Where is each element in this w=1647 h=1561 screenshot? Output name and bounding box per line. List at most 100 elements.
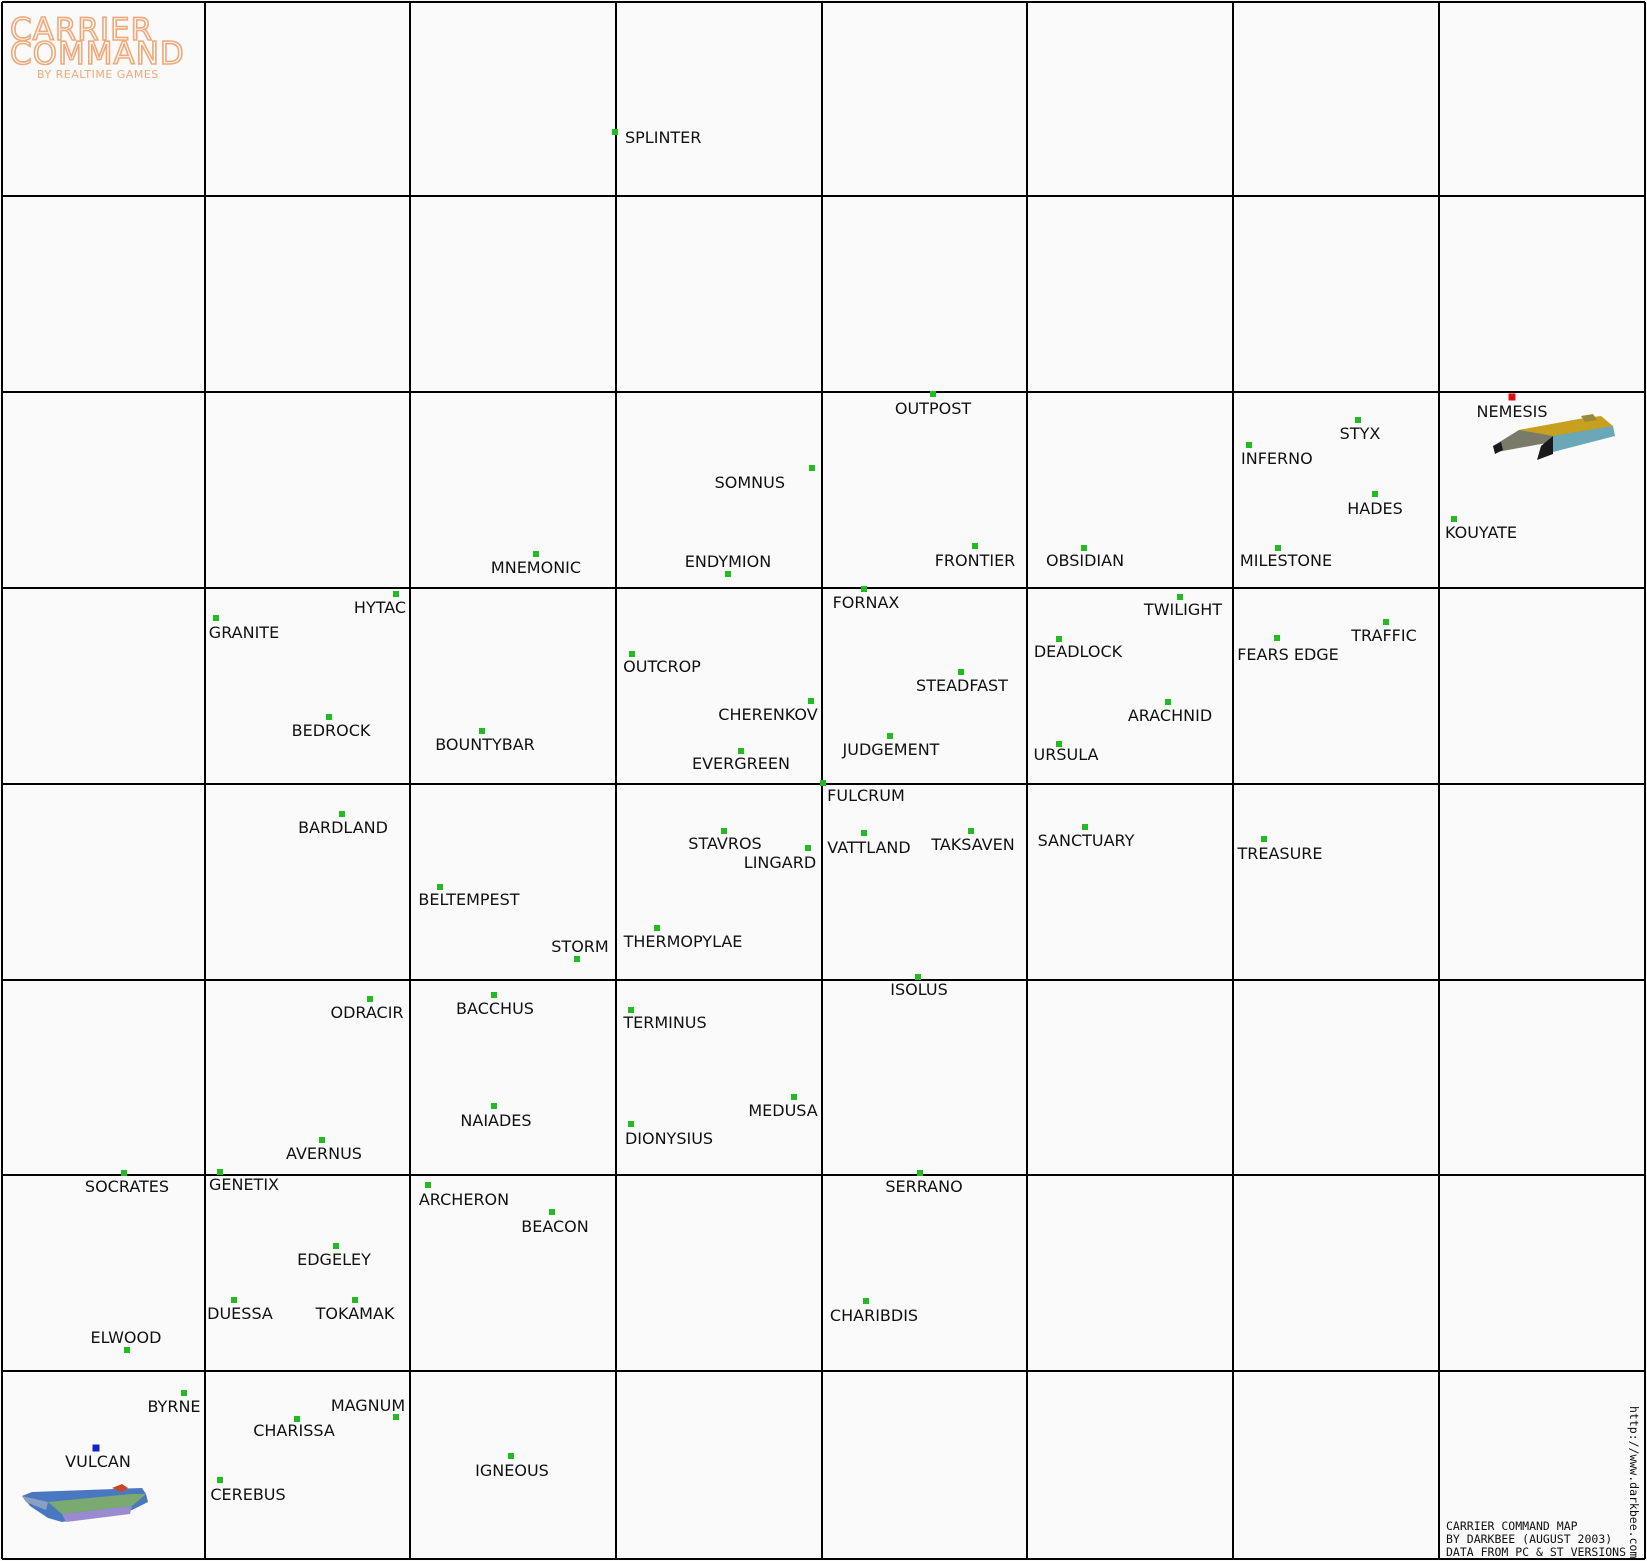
island-marker <box>549 1209 555 1215</box>
island-label: IGNEOUS <box>475 1461 549 1480</box>
island-steadfast: STEADFAST <box>916 669 1008 695</box>
island-marker <box>437 884 443 890</box>
island-marker <box>367 996 373 1002</box>
island-label: CHERENKOV <box>718 705 817 724</box>
island-marker <box>319 1137 325 1143</box>
island-byrne: BYRNE <box>147 1390 201 1416</box>
island-marker <box>1451 516 1457 522</box>
island-label: ISOLUS <box>890 980 947 999</box>
logo-subtitle: BY REALTIME GAMES <box>37 68 159 81</box>
island-label: FULCRUM <box>827 786 905 805</box>
island-label: MEDUSA <box>748 1101 817 1120</box>
island-naiades: NAIADES <box>460 1103 532 1130</box>
island-traffic: TRAFFIC <box>1350 619 1417 645</box>
island-label: DUESSA <box>207 1304 273 1323</box>
island-charibdis: CHARIBDIS <box>830 1298 918 1325</box>
island-treasure: TREASURE <box>1236 836 1323 863</box>
island-marker <box>1081 545 1087 551</box>
island-taksaven: TAKSAVEN <box>930 828 1015 854</box>
island-vattland: VATTLAND <box>827 830 911 857</box>
island-label: STYX <box>1340 424 1381 443</box>
island-label: BELTEMPEST <box>418 890 519 909</box>
island-marker <box>968 828 974 834</box>
island-marker <box>628 1007 634 1013</box>
island-cerebus: CEREBUS <box>210 1477 286 1504</box>
enemy-carrier-icon <box>1493 414 1615 460</box>
island-bountybar: BOUNTYBAR <box>435 728 535 754</box>
game-logo: CARRIER COMMAND BY REALTIME GAMES <box>9 11 184 81</box>
island-label: MNEMONIC <box>491 558 581 577</box>
island-marker <box>809 465 815 471</box>
island-label: GENETIX <box>209 1175 279 1194</box>
island-styx: STYX <box>1340 417 1381 443</box>
island-outcrop: OUTCROP <box>623 651 701 676</box>
island-marker <box>217 1477 223 1483</box>
island-label: HYTAC <box>354 598 406 617</box>
island-marker <box>326 714 332 720</box>
island-marker <box>721 828 727 834</box>
island-marker <box>491 992 497 998</box>
island-kouyate: KOUYATE <box>1445 516 1517 542</box>
island-frontier: FRONTIER <box>935 543 1016 570</box>
island-marker <box>393 591 399 597</box>
island-marker <box>574 956 580 962</box>
island-label: CHARIBDIS <box>830 1306 918 1325</box>
island-label: NAIADES <box>460 1111 531 1130</box>
island-label: OUTPOST <box>895 399 971 418</box>
island-label: TREASURE <box>1236 844 1322 863</box>
island-marker <box>1246 442 1252 448</box>
island-label: INFERNO <box>1241 449 1313 468</box>
island-label: EVERGREEN <box>692 754 790 773</box>
island-tokamak: TOKAMAK <box>315 1297 395 1323</box>
island-inferno: INFERNO <box>1241 442 1313 468</box>
island-obsidian: OBSIDIAN <box>1046 545 1124 570</box>
island-splinter: SPLINTER <box>612 128 701 147</box>
island-magnum: MAGNUM <box>331 1396 405 1420</box>
island-marker <box>425 1182 431 1188</box>
island-label: THERMOPYLAE <box>623 932 743 951</box>
island-serrano: SERRANO <box>885 1170 963 1196</box>
island-avernus: AVERNUS <box>286 1137 362 1163</box>
island-bardland: BARDLAND <box>298 811 388 837</box>
island-label: SOMNUS <box>715 473 785 492</box>
island-marker <box>1383 619 1389 625</box>
island-marker <box>333 1243 339 1249</box>
island-marker <box>863 1298 869 1304</box>
island-judgement: JUDGEMENT <box>842 733 940 759</box>
island-stavros: STAVROS <box>688 828 762 853</box>
island-lingard: LINGARD <box>744 845 816 872</box>
island-marker <box>917 1170 923 1176</box>
island-marker <box>738 748 744 754</box>
island-label: STEADFAST <box>916 676 1008 695</box>
island-charissa: CHARISSA <box>253 1416 335 1440</box>
island-marker <box>861 586 867 592</box>
island-ursula: URSULA <box>1034 741 1099 764</box>
island-label: ELWOOD <box>91 1328 162 1347</box>
island-cherenkov: CHERENKOV <box>718 698 818 724</box>
island-terminus: TERMINUS <box>622 1007 707 1032</box>
island-label: TOKAMAK <box>315 1304 395 1323</box>
island-label: URSULA <box>1034 745 1099 764</box>
island-marker <box>479 728 485 734</box>
island-hades: HADES <box>1347 491 1403 518</box>
island-label: CHARISSA <box>253 1421 335 1440</box>
island-sanctuary: SANCTUARY <box>1038 824 1135 850</box>
island-label: ARCHERON <box>419 1190 509 1209</box>
island-label: NEMESIS <box>1476 402 1547 421</box>
island-granite: GRANITE <box>209 615 279 642</box>
island-label: SERRANO <box>885 1177 962 1196</box>
credit-line3: DATA FROM PC & ST VERSIONS <box>1446 1545 1626 1559</box>
island-marker <box>352 1297 358 1303</box>
island-label: MAGNUM <box>331 1396 405 1415</box>
island-nemesis: NEMESIS <box>1476 393 1548 421</box>
island-fulcrum: FULCRUM <box>820 780 905 805</box>
island-marker <box>1177 594 1183 600</box>
island-vulcan: VULCAN <box>65 1444 131 1471</box>
island-beltempest: BELTEMPEST <box>418 884 520 909</box>
island-edgeley: EDGELEY <box>297 1243 371 1269</box>
island-label: OBSIDIAN <box>1046 551 1124 570</box>
island-label: FRONTIER <box>935 551 1016 570</box>
island-marker <box>861 830 867 836</box>
island-label: OUTCROP <box>623 657 701 676</box>
